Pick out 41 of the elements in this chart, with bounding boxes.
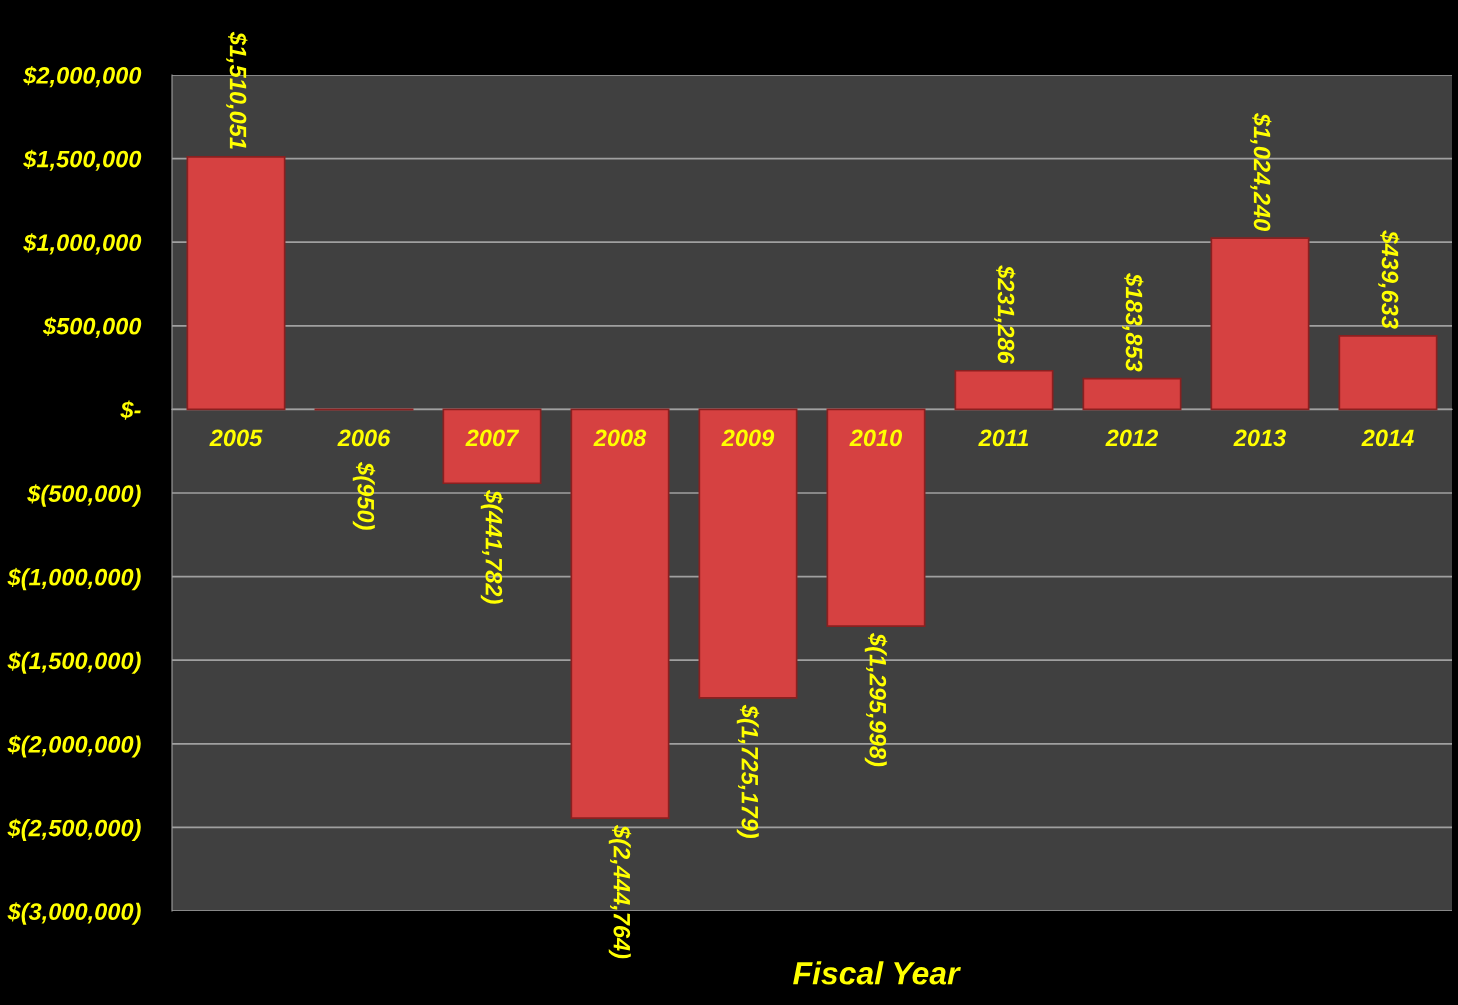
bar [826,408,926,627]
x-tick-label: 2013 [1233,429,1286,447]
bar [1338,335,1438,411]
y-tick-label: $500,000 [42,316,142,339]
data-label: $439,633 [1378,230,1400,329]
y-tick-label: $1,500,000 [23,149,142,171]
x-tick-label: 2009 [721,429,775,447]
bar [1082,377,1182,411]
y-tick-label: $(3,000,000) [7,902,141,925]
data-label: $231,286 [994,265,1016,364]
y-tick-label: $1,000,000 [23,233,142,255]
data-label: $1,024,240 [1250,112,1272,231]
y-tick-label: $(2,000,000) [7,735,141,758]
bar [570,408,670,819]
data-label: $(950) [352,462,376,530]
bar [1210,237,1310,411]
y-tick-label: $- [120,400,141,420]
bar [698,408,798,699]
x-tick-label: 2010 [849,429,903,447]
bar [442,408,542,485]
data-label: $(1,725,179) [736,704,760,838]
x-tick-label: 2011 [978,429,1029,447]
x-tick-label: 2006 [337,429,391,447]
y-tick-label: $(500,000) [27,484,141,507]
data-label: $(1,295,998) [864,632,888,767]
y-tick-label: $(1,000,000) [7,567,141,591]
y-tick-label: $(2,500,000) [7,818,141,842]
data-label: $(441,782) [480,490,504,604]
y-tick-label: $2,000,000 [23,66,142,88]
data-label: $183,853 [1122,273,1144,372]
x-tick-label: 2012 [1105,429,1159,447]
data-label: $1,510,051 [226,31,248,149]
x-tick-label: 2005 [209,429,263,447]
x-tick-label: 2014 [1361,429,1414,447]
x-tick-label: 2008 [593,429,647,447]
data-label: $(2,444,764) [608,824,632,959]
bar [186,156,286,411]
y-tick-label: $(1,500,000) [7,651,141,674]
x-tick-label: 2007 [465,429,520,447]
bar [954,369,1054,411]
x-axis-title: Fiscal Year [793,961,961,985]
